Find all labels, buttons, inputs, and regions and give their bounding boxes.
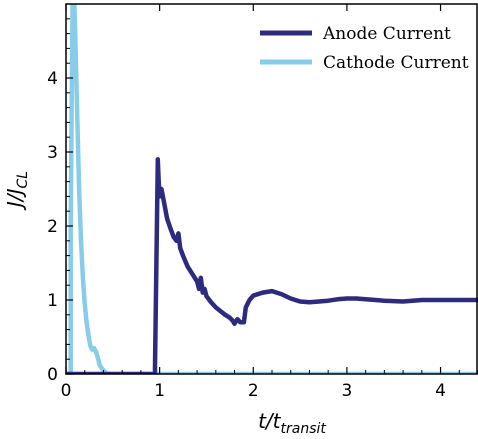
x-tick-label: 0 <box>61 381 72 401</box>
y-tick-label: 2 <box>47 217 58 237</box>
x-axis-label-main: t/t <box>258 409 282 433</box>
y-tick-label: 3 <box>47 143 58 163</box>
y-tick-label: 1 <box>47 291 58 311</box>
x-axis-label-sub: transit <box>281 421 327 437</box>
plot-area: 0 1 2 3 4 0 1 2 3 4 <box>47 3 478 401</box>
x-tick-label: 2 <box>248 381 259 401</box>
legend-label-cathode: Cathode Current <box>323 53 469 73</box>
ticks-layer: 0 1 2 3 4 0 1 2 3 4 <box>47 4 478 401</box>
y-tick-label: 4 <box>47 69 58 89</box>
x-tick-label: 1 <box>154 381 165 401</box>
y-axis-label: J/JCL <box>3 171 31 211</box>
legend-label-anode: Anode Current <box>322 24 451 44</box>
x-axis-label: t/ttransit <box>258 409 326 437</box>
y-tick-label: 0 <box>47 365 58 385</box>
x-tick-label: 4 <box>435 381 446 401</box>
y-axis-label-sub: CL <box>15 171 31 189</box>
legend: Anode Current Cathode Current <box>260 24 469 73</box>
series-line-anode <box>66 157 478 374</box>
y-axis-label-main: J/J <box>3 188 27 211</box>
x-tick-label: 3 <box>341 381 352 401</box>
